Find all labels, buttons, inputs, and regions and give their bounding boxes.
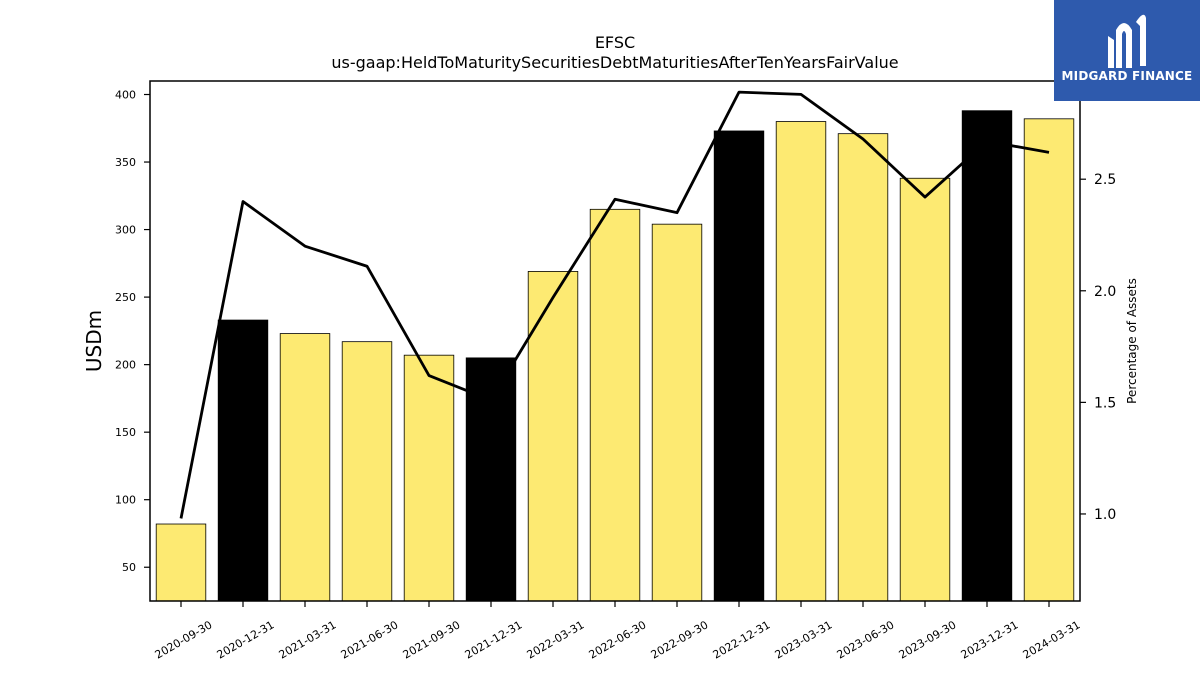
x-tick-label: 2023-06-30 bbox=[835, 618, 897, 661]
percentage-line bbox=[179, 90, 1050, 519]
bar-2023-12-31 bbox=[961, 110, 1013, 602]
x-tick-label: 2024-03-31 bbox=[1021, 618, 1083, 661]
y-tick-label: 200 bbox=[115, 359, 136, 372]
bar-2023-09-30 bbox=[899, 177, 951, 602]
x-tick-label: 2022-09-30 bbox=[649, 618, 711, 661]
bar-2024-03-31 bbox=[1023, 118, 1075, 602]
bar-2021-09-30 bbox=[403, 354, 455, 602]
x-tick-label: 2022-06-30 bbox=[587, 618, 649, 661]
y-tick-label: 400 bbox=[115, 89, 136, 102]
x-tick-label: 2020-12-31 bbox=[215, 618, 277, 661]
chart-title: EFSC bbox=[595, 33, 635, 52]
y-tick-label: 100 bbox=[115, 494, 136, 507]
y-tick-label: 350 bbox=[115, 156, 136, 169]
x-tick-label: 2023-03-31 bbox=[773, 618, 835, 661]
y2-tick-label: 1.5 bbox=[1094, 395, 1116, 411]
x-tick-label: 2021-12-31 bbox=[463, 618, 525, 661]
y-tick-label: 250 bbox=[115, 291, 136, 304]
x-tick-label: 2021-09-30 bbox=[401, 618, 463, 661]
bar-2022-06-30 bbox=[589, 208, 641, 602]
y2-tick-label: 2.5 bbox=[1094, 172, 1116, 188]
bar-2021-06-30 bbox=[341, 341, 393, 602]
y-tick-label: 300 bbox=[115, 224, 136, 237]
y-tick-label: 50 bbox=[122, 561, 136, 574]
bar-2020-12-31 bbox=[217, 319, 269, 602]
bar-2020-09-30 bbox=[155, 523, 207, 602]
bar-2022-12-31 bbox=[713, 130, 765, 602]
x-tick-label: 2023-12-31 bbox=[959, 618, 1021, 661]
x-tick-label: 2021-03-31 bbox=[277, 618, 339, 661]
line-series bbox=[179, 90, 1050, 519]
bar-2023-03-31 bbox=[775, 121, 827, 602]
x-tick-label: 2023-09-30 bbox=[897, 618, 959, 661]
x-tick-label: 2020-09-30 bbox=[153, 618, 215, 661]
y2-tick-label: 1.0 bbox=[1094, 507, 1116, 523]
bar-2022-03-31 bbox=[527, 271, 579, 602]
x-tick-label: 2022-12-31 bbox=[711, 618, 773, 661]
y-axis-right: 1.0 1.5 2.0 2.5 bbox=[1080, 172, 1116, 523]
y-axis-label: USDm bbox=[82, 310, 106, 372]
bar-2023-06-30 bbox=[837, 133, 889, 602]
y2-tick-label: 2.0 bbox=[1094, 284, 1116, 300]
y-tick-label: 150 bbox=[115, 426, 136, 439]
x-tick-label: 2021-06-30 bbox=[339, 618, 401, 661]
bar-2022-09-30 bbox=[651, 223, 703, 602]
chart-subtitle: us-gaap:HeldToMaturitySecuritiesDebtMatu… bbox=[331, 53, 898, 72]
brand-logo: MIDGARD FINANCE bbox=[1054, 0, 1200, 101]
x-tick-label: 2022-03-31 bbox=[525, 618, 587, 661]
y2-axis-label: Percentage of Assets bbox=[1125, 278, 1139, 404]
logo-text: MIDGARD FINANCE bbox=[1061, 69, 1193, 83]
bar-series bbox=[155, 110, 1075, 602]
x-axis: 2020-09-30 2020-12-31 2021-03-31 2021-06-30… bbox=[153, 601, 1083, 662]
midgard-logo-icon bbox=[1108, 14, 1146, 68]
y-axis-left: 50 100 150 200 250 300 350 400 bbox=[115, 89, 150, 574]
bar-2021-03-31 bbox=[279, 333, 331, 602]
